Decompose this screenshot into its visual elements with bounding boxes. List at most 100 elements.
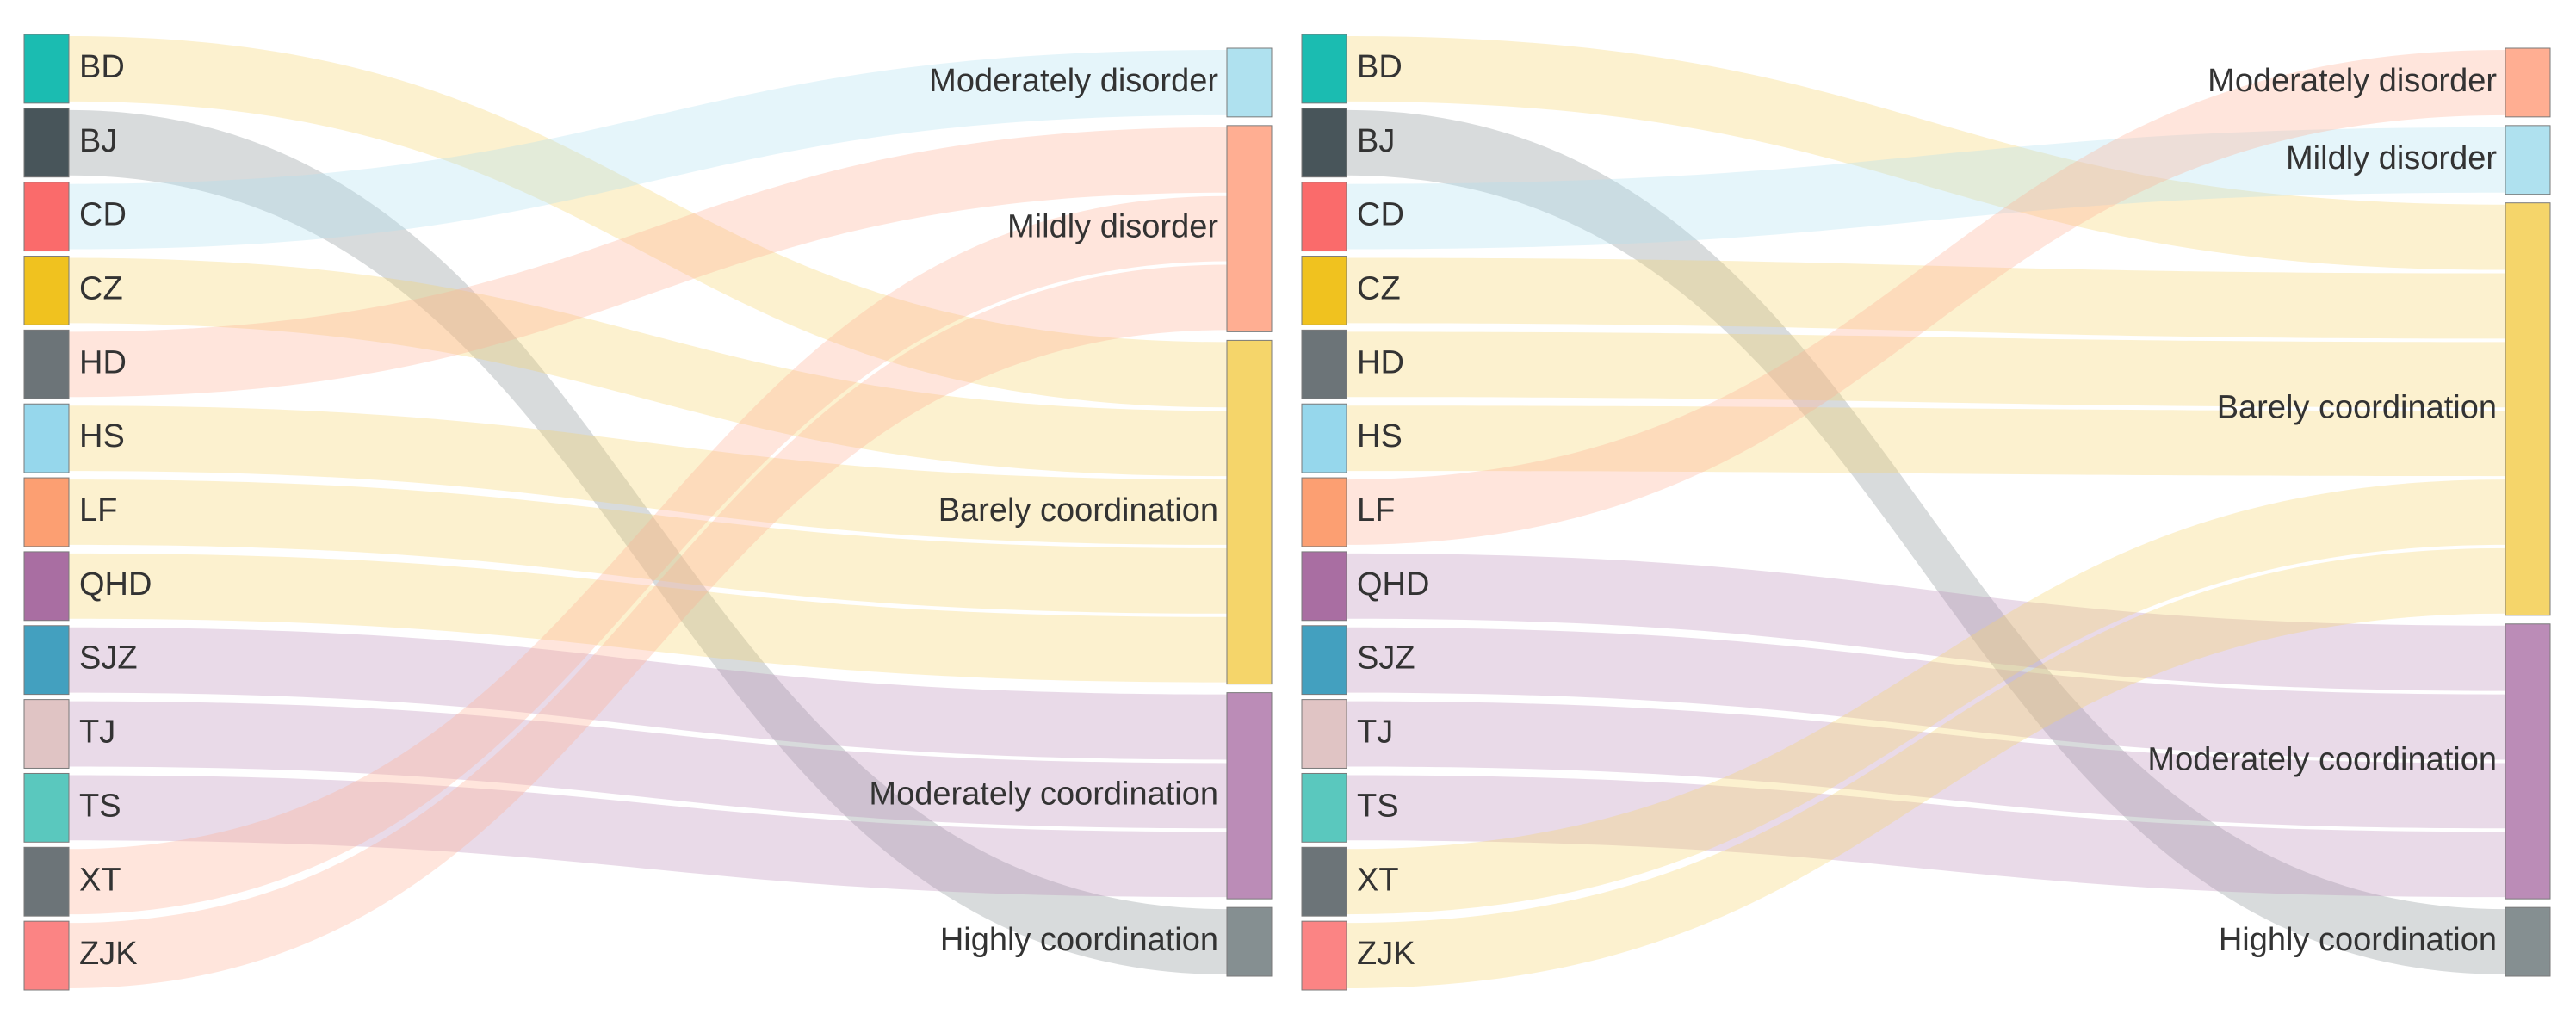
target-label-highly-coordination: Highly coordination [940, 922, 1218, 958]
source-label-hs: HS [1357, 418, 1403, 455]
source-node-bj[interactable] [23, 108, 70, 178]
target-node-barely-coordination[interactable] [1226, 339, 1273, 685]
target-node-moderately-disorder[interactable] [2505, 47, 2551, 118]
source-node-hs[interactable] [23, 403, 70, 473]
source-label-cd: CD [79, 197, 127, 233]
source-node-cz[interactable] [23, 256, 70, 325]
target-nodes: Moderately disorder Mildly disorder Barely… [869, 47, 1273, 977]
target-node-mildly-disorder[interactable] [2505, 125, 2551, 195]
source-label-lf: LF [1357, 492, 1395, 529]
source-node-bj[interactable] [1301, 108, 1347, 178]
target-node-mildly-disorder[interactable] [1226, 125, 1273, 332]
source-label-lf: LF [79, 492, 117, 529]
target-label-moderately-disorder: Moderately disorder [2208, 63, 2497, 99]
source-label-zjk: ZJK [79, 936, 138, 972]
link-xt-to-barely-coordination [1347, 479, 2505, 915]
source-label-cd: CD [1357, 197, 1404, 233]
link-bd-to-barely-coordination [1347, 36, 2505, 270]
link-hd-to-mildly-disorder [69, 127, 1227, 398]
link-cd-to-mildly-disorder [1347, 127, 2505, 250]
source-label-ts: TS [79, 788, 121, 824]
target-node-moderately-coordination[interactable] [1226, 692, 1273, 900]
sankey-panel-left: BD BJ CD CZ HD HS LF QHD SJZ TJ TS XT ZJK Moderately … [23, 34, 1273, 991]
source-node-sjz[interactable] [23, 625, 70, 696]
source-nodes: BD BJ CD CZ HD HS LF QHD SJZ TJ TS XT ZJK [23, 34, 152, 991]
source-label-bd: BD [1357, 49, 1403, 85]
source-label-cz: CZ [1357, 270, 1401, 306]
source-label-qhd: QHD [1357, 566, 1429, 603]
source-label-hs: HS [79, 418, 125, 455]
source-label-hd: HD [1357, 344, 1404, 380]
link-ts-to-moderately-coordination [1347, 775, 2505, 898]
target-node-highly-coordination[interactable] [2505, 906, 2551, 977]
source-label-ts: TS [1357, 788, 1399, 824]
target-node-barely-coordination[interactable] [2505, 202, 2551, 616]
link-tj-to-moderately-coordination [1347, 701, 2505, 829]
link-zjk-to-mildly-disorder [69, 264, 1227, 988]
target-node-moderately-coordination[interactable] [2505, 623, 2551, 900]
link-lf-to-moderately-disorder [1347, 50, 2505, 545]
source-label-bj: BJ [1357, 123, 1395, 159]
source-label-sjz: SJZ [79, 640, 138, 677]
source-node-xt[interactable] [23, 846, 70, 917]
source-label-xt: XT [79, 862, 121, 898]
source-node-sjz[interactable] [1301, 625, 1347, 696]
link-bd-to-barely-coordination [69, 36, 1227, 408]
target-label-moderately-disorder: Moderately disorder [929, 63, 1218, 99]
source-label-bj: BJ [79, 123, 117, 159]
target-label-barely-coordination: Barely coordination [2217, 389, 2497, 425]
source-node-ts[interactable] [1301, 772, 1347, 843]
target-label-moderately-coordination: Moderately coordination [869, 776, 1218, 812]
target-label-barely-coordination: Barely coordination [938, 492, 1218, 529]
source-label-hd: HD [79, 344, 127, 380]
source-node-bd[interactable] [1301, 34, 1347, 104]
source-node-qhd[interactable] [23, 551, 70, 622]
link-qhd-to-barely-coordination [69, 553, 1227, 683]
link-hs-to-barely-coordination [1347, 405, 2505, 477]
link-bj-to-highly-coordination [69, 109, 1227, 975]
source-label-qhd: QHD [79, 566, 152, 603]
link-sjz-to-moderately-coordination [1347, 627, 2505, 760]
source-node-hs[interactable] [1301, 403, 1347, 473]
link-qhd-to-moderately-coordination [1347, 553, 2505, 691]
link-tj-to-moderately-coordination [69, 701, 1227, 829]
source-node-xt[interactable] [1301, 846, 1347, 917]
source-label-bd: BD [79, 49, 125, 85]
source-node-cd[interactable] [1301, 182, 1347, 252]
source-label-tj: TJ [1357, 714, 1393, 751]
source-node-tj[interactable] [1301, 699, 1347, 769]
source-node-zjk[interactable] [1301, 920, 1347, 991]
source-node-hd[interactable] [1301, 329, 1347, 399]
source-label-zjk: ZJK [1357, 936, 1415, 972]
target-node-moderately-disorder[interactable] [1226, 47, 1273, 118]
source-node-lf[interactable] [1301, 477, 1347, 547]
link-xt-to-mildly-disorder [69, 195, 1227, 915]
source-node-bd[interactable] [23, 34, 70, 104]
target-label-highly-coordination: Highly coordination [2219, 922, 2497, 958]
source-node-cz[interactable] [1301, 256, 1347, 325]
source-label-xt: XT [1357, 862, 1399, 898]
link-cz-to-barely-coordination [1347, 257, 2505, 339]
target-label-mildly-disorder: Mildly disorder [2286, 140, 2497, 176]
link-lf-to-barely-coordination [69, 479, 1227, 614]
sankey-links [1347, 36, 2505, 988]
source-node-zjk[interactable] [23, 920, 70, 991]
source-node-ts[interactable] [23, 772, 70, 843]
sankey-links [69, 36, 1227, 988]
source-node-lf[interactable] [23, 477, 70, 547]
link-hd-to-barely-coordination [1347, 331, 2505, 408]
source-node-tj[interactable] [23, 699, 70, 769]
target-node-highly-coordination[interactable] [1226, 906, 1273, 977]
link-ts-to-moderately-coordination [69, 775, 1227, 898]
link-bj-to-highly-coordination [1347, 109, 2505, 975]
source-label-cz: CZ [79, 270, 123, 306]
link-zjk-to-barely-coordination [1347, 547, 2505, 988]
target-nodes: Moderately disorder Mildly disorder Barely… [2147, 47, 2551, 977]
source-node-hd[interactable] [23, 329, 70, 399]
source-node-qhd[interactable] [1301, 551, 1347, 622]
source-node-cd[interactable] [23, 182, 70, 252]
link-sjz-to-moderately-coordination [69, 627, 1227, 760]
target-label-mildly-disorder: Mildly disorder [1007, 209, 1218, 245]
